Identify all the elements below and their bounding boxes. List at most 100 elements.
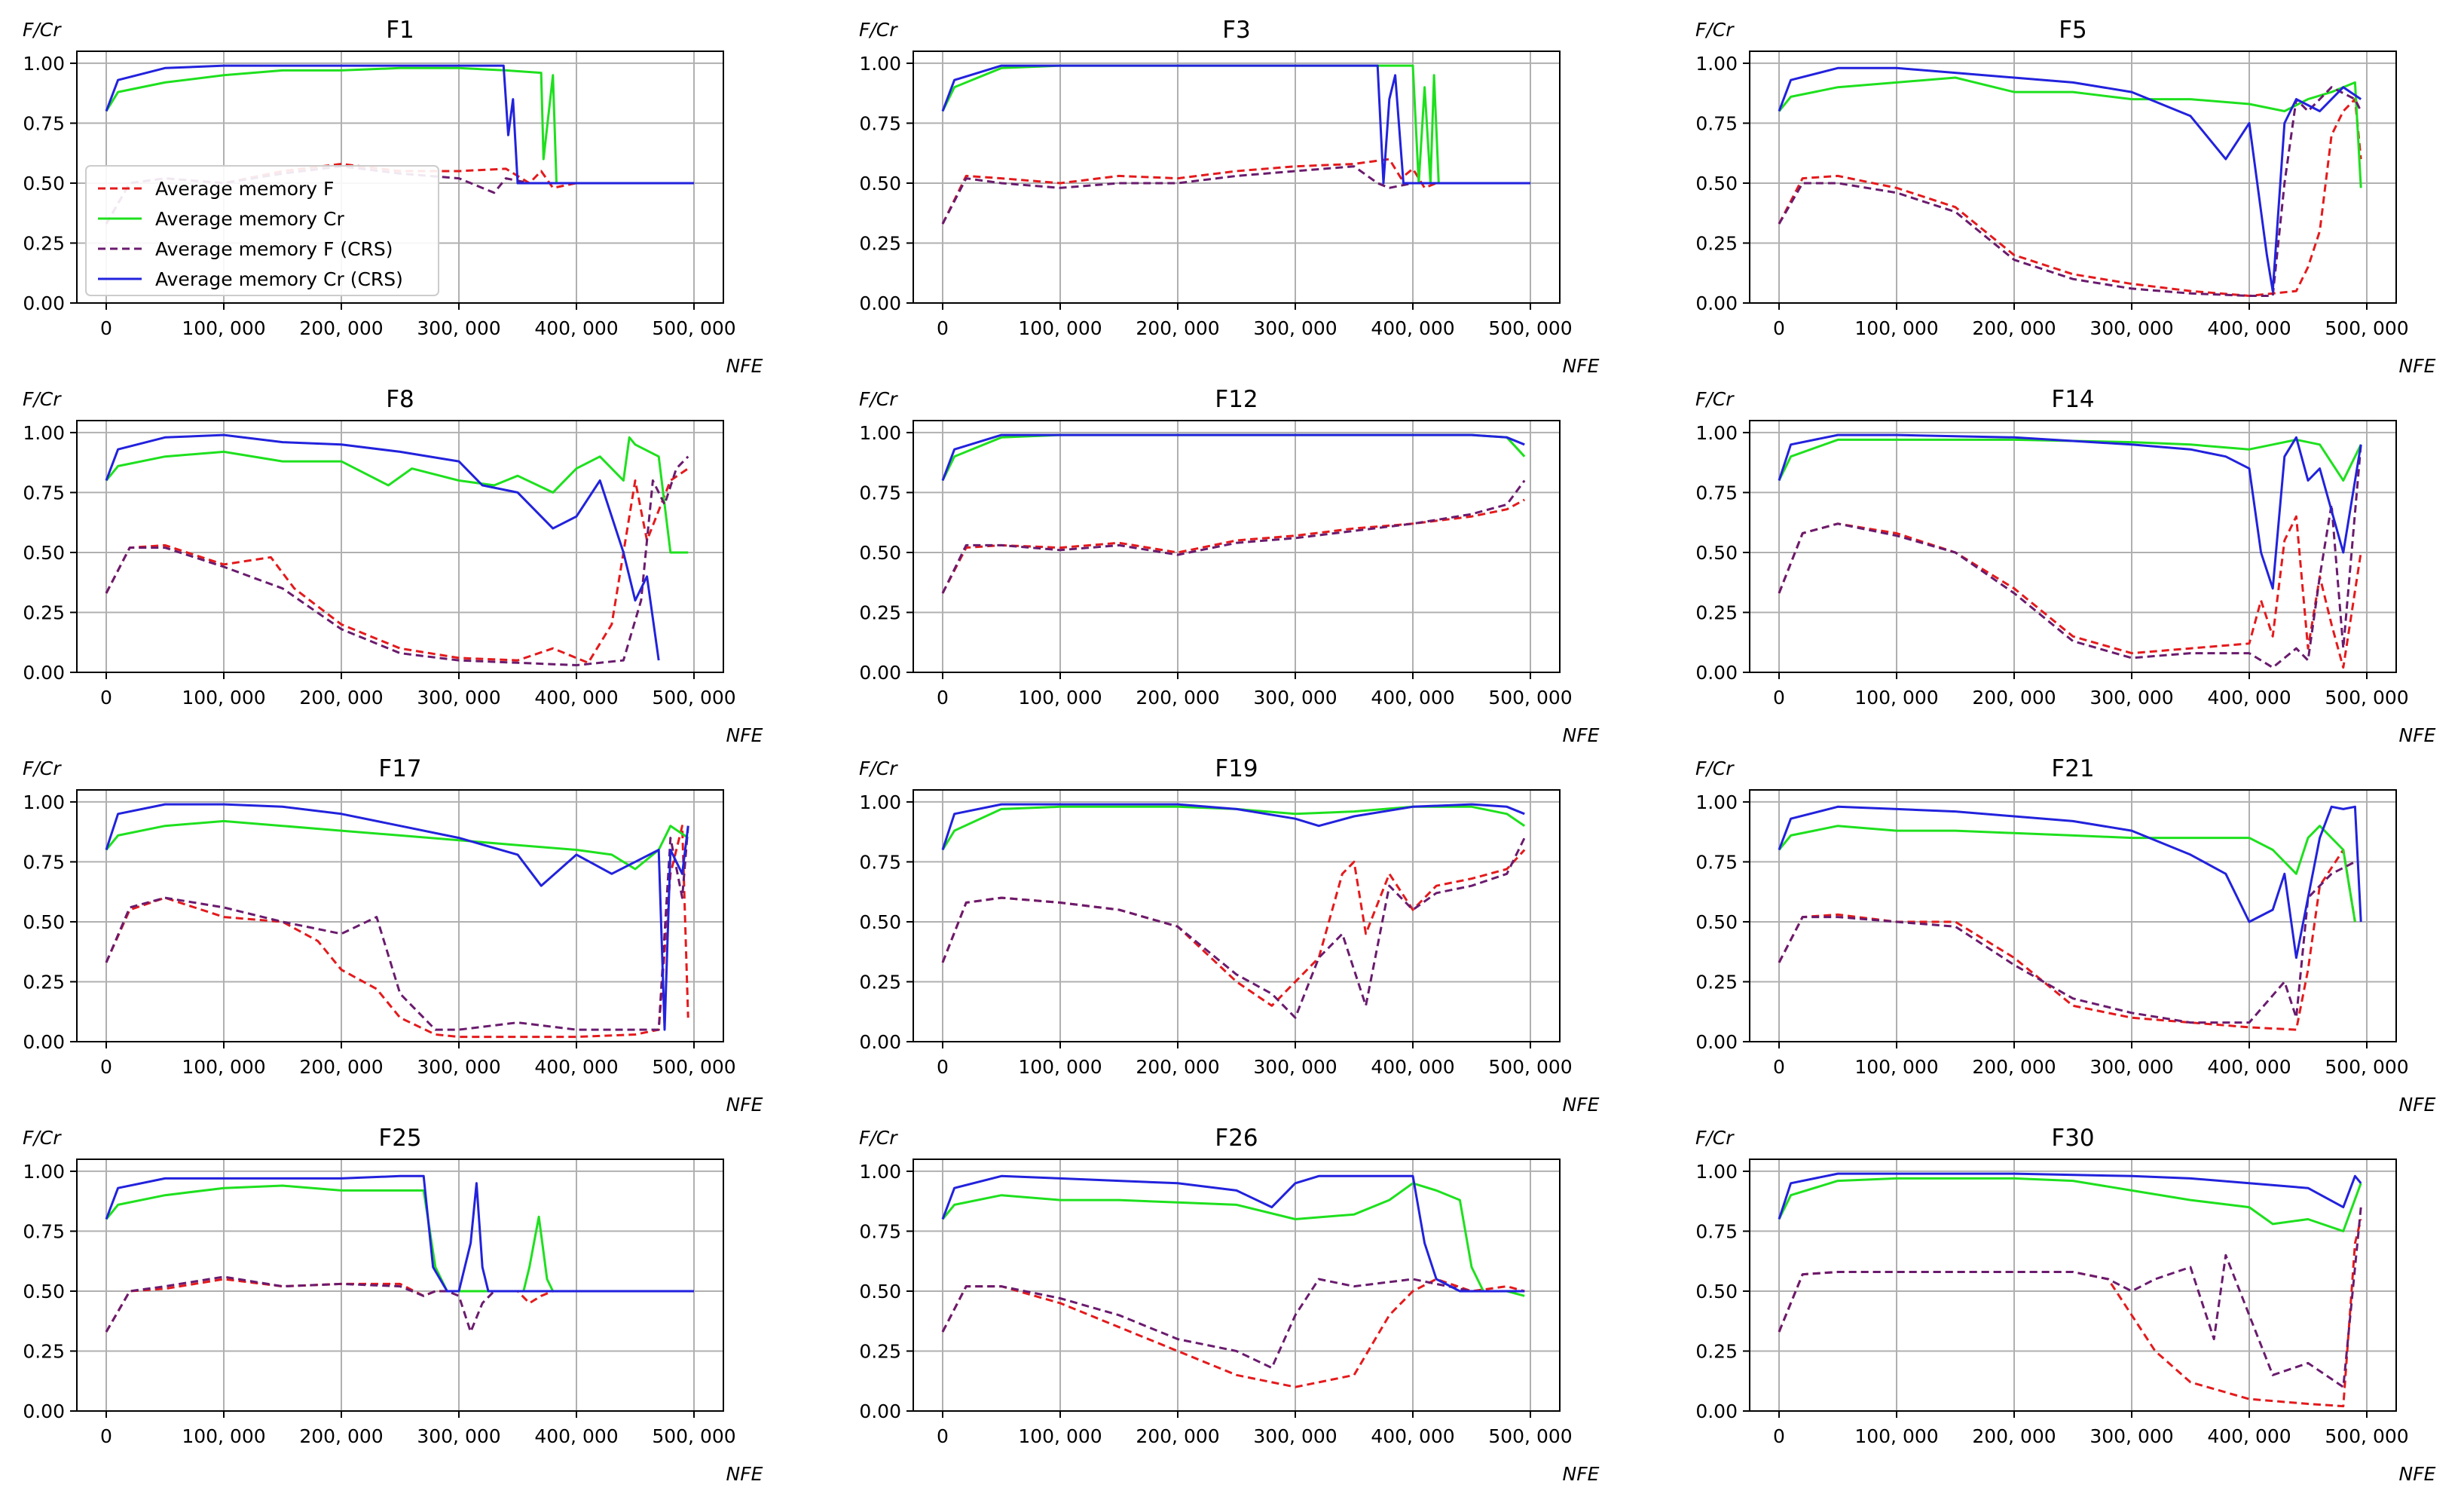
- y-axis-label: F/Cr: [23, 758, 62, 779]
- y-tick-label: 0.25: [23, 232, 65, 254]
- series-group: [941, 433, 1526, 594]
- series-line-1: [941, 805, 1526, 851]
- series-line-0: [105, 825, 689, 1039]
- x-tick-label: 400, 000: [534, 1425, 618, 1447]
- series-line-0: [1778, 1219, 2362, 1408]
- series-line-1: [941, 1182, 1525, 1297]
- series-group: [105, 433, 689, 666]
- series-line-3: [1778, 433, 2362, 590]
- x-tick-label: 300, 000: [1253, 1056, 1337, 1078]
- subplot-title: F8: [386, 386, 414, 413]
- x-tick-label: 200, 000: [299, 317, 383, 339]
- y-tick-label: 0.50: [23, 911, 65, 933]
- series-line-0: [1778, 849, 2356, 1031]
- series-group: [105, 803, 689, 1039]
- y-tick-label: 0.50: [859, 173, 901, 194]
- x-tick-label: 200, 000: [1972, 1056, 2056, 1078]
- series-group: [941, 803, 1526, 1019]
- x-tick-label: 100, 000: [1854, 1056, 1938, 1078]
- y-tick-label: 0.75: [1695, 482, 1738, 504]
- series-line-1: [105, 819, 689, 871]
- series-line-3: [941, 433, 1525, 482]
- x-tick-label: 500, 000: [652, 687, 735, 709]
- x-tick-label: 400, 000: [2207, 1056, 2291, 1078]
- x-tick-label: 400, 000: [1371, 1056, 1454, 1078]
- y-tick-label: 0.00: [23, 1400, 65, 1422]
- x-tick-label: 400, 000: [534, 687, 618, 709]
- y-tick-label: 0.00: [1695, 1400, 1738, 1422]
- y-tick-label: 0.25: [1695, 1340, 1738, 1362]
- y-tick-label: 0.25: [1695, 601, 1738, 623]
- plot-frame: [1749, 420, 2397, 673]
- series-line-2: [941, 479, 1526, 594]
- series-line-0: [105, 163, 694, 225]
- y-axis-label: F/Cr: [1695, 1127, 1735, 1149]
- y-tick-label: 0.75: [23, 112, 65, 134]
- y-tick-label: 0.25: [859, 971, 901, 993]
- x-axis-label: NFE: [2399, 1094, 2436, 1116]
- y-tick-label: 0.50: [1695, 1281, 1738, 1302]
- y-tick-label: 1.00: [23, 422, 65, 444]
- x-tick-label: 400, 000: [1371, 687, 1454, 709]
- x-tick-label: 300, 000: [417, 687, 500, 709]
- x-axis-label: NFE: [2399, 1463, 2436, 1485]
- legend-label-1: Average memory Cr: [155, 208, 344, 230]
- legend-label-2: Average memory F (CRS): [155, 238, 393, 260]
- y-axis-label: F/Cr: [23, 1127, 62, 1149]
- series-group: [941, 1174, 1525, 1388]
- series-line-3: [105, 1174, 694, 1293]
- x-tick-label: 300, 000: [1253, 317, 1337, 339]
- x-axis-label: NFE: [1563, 355, 1600, 377]
- x-tick-label: 500, 000: [652, 317, 735, 339]
- x-tick-label: 100, 000: [182, 1056, 265, 1078]
- series-line-2: [1778, 1207, 2362, 1388]
- x-tick-label: 300, 000: [2090, 1056, 2173, 1078]
- y-tick-label: 0.00: [859, 1400, 901, 1422]
- x-tick-label: 0: [937, 687, 949, 709]
- y-tick-label: 0.75: [1695, 1220, 1738, 1242]
- series-group: [105, 1174, 694, 1333]
- plot-frame: [76, 51, 724, 304]
- x-tick-label: 0: [937, 317, 949, 339]
- x-tick-label: 100, 000: [1018, 687, 1102, 709]
- x-tick-label: 500, 000: [2325, 687, 2408, 709]
- y-axis-label: F/Cr: [859, 758, 898, 779]
- x-tick-label: 200, 000: [1972, 1425, 2056, 1447]
- y-tick-label: 0.50: [859, 911, 901, 933]
- legend: Average memory F Average memory Cr Average…: [85, 165, 439, 296]
- y-tick-label: 0.25: [859, 601, 901, 623]
- x-tick-label: 400, 000: [2207, 317, 2291, 339]
- series-line-0: [941, 158, 1530, 225]
- y-tick-label: 1.00: [859, 422, 901, 444]
- subplot-title: F19: [1215, 755, 1258, 782]
- x-axis-label: NFE: [726, 1463, 763, 1485]
- series-line-3: [941, 1174, 1525, 1293]
- x-tick-label: 200, 000: [299, 1056, 383, 1078]
- y-tick-label: 0.00: [23, 1031, 65, 1053]
- legend-label-0: Average memory F: [155, 178, 334, 200]
- plot-frame: [76, 420, 724, 673]
- y-tick-label: 0.00: [1695, 1031, 1738, 1053]
- series-line-2: [941, 1278, 1525, 1370]
- y-tick-label: 0.75: [859, 1220, 901, 1242]
- series-line-2: [105, 825, 689, 1031]
- x-tick-label: 200, 000: [1136, 687, 1219, 709]
- subplot-f17: 0 100, 000 200, 000 300, 000 400, 000 500, 00…: [23, 755, 763, 1116]
- subplot-f14: 0 100, 000 200, 000 300, 000 400, 000 500, 00…: [1695, 386, 2436, 746]
- subplot-title: F25: [378, 1125, 421, 1152]
- y-tick-label: 0.50: [859, 542, 901, 564]
- x-tick-label: 100, 000: [182, 317, 265, 339]
- plot-frame: [913, 420, 1561, 673]
- subplot-f25: 0 100, 000 200, 000 300, 000 400, 000 500, 00…: [23, 1125, 763, 1485]
- plot-frame: [913, 51, 1561, 304]
- series-line-3: [105, 433, 660, 661]
- legend-box: [85, 165, 439, 296]
- y-tick-label: 0.25: [859, 1340, 901, 1362]
- x-tick-label: 100, 000: [1854, 1425, 1938, 1447]
- y-tick-label: 0.75: [859, 482, 901, 504]
- x-tick-label: 0: [100, 1056, 112, 1078]
- series-line-2: [941, 837, 1526, 1019]
- series-group: [1778, 1172, 2362, 1408]
- x-tick-label: 300, 000: [417, 1425, 500, 1447]
- series-line-2: [1778, 444, 2362, 669]
